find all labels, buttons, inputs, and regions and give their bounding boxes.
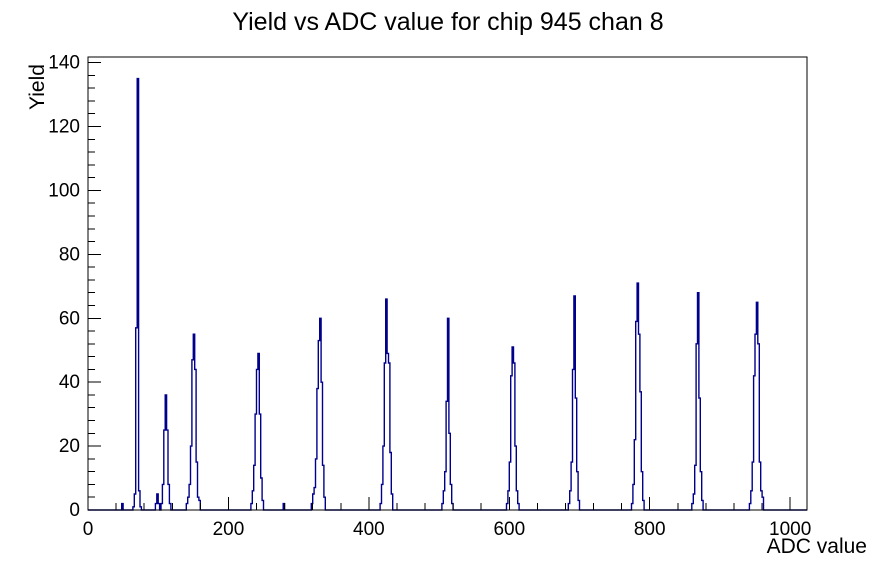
- axis-labels-layer: 0 200 400 600 800 1000 0 20 40 60 80 100 120 140 ADC v…: [26, 53, 867, 558]
- x-tick-label: 1000: [769, 519, 811, 540]
- y-tick-label: 20: [59, 436, 80, 457]
- x-tick-label: 600: [493, 519, 525, 540]
- y-tick-label: 40: [59, 372, 80, 393]
- x-tick-label: 0: [83, 519, 94, 540]
- x-tick-label: 400: [353, 519, 385, 540]
- y-tick-label: 80: [59, 244, 80, 265]
- x-axis-title: ADC value: [767, 535, 867, 558]
- y-axis-title: Yield: [26, 64, 49, 110]
- plot-frame: [87, 56, 808, 511]
- y-tick-label: 120: [48, 117, 80, 138]
- histogram-layer: [88, 77, 807, 511]
- chart-title: Yield vs ADC value for chip 945 chan 8: [232, 8, 664, 36]
- y-tick-label: 140: [48, 53, 80, 74]
- x-tick-label: 200: [213, 519, 245, 540]
- x-tick-label: 800: [634, 519, 666, 540]
- y-tick-label: 0: [69, 500, 80, 521]
- y-tick-label: 100: [48, 180, 80, 201]
- histogram-path: [88, 77, 807, 511]
- axes-layer: [87, 56, 808, 511]
- y-tick-label: 60: [59, 308, 80, 329]
